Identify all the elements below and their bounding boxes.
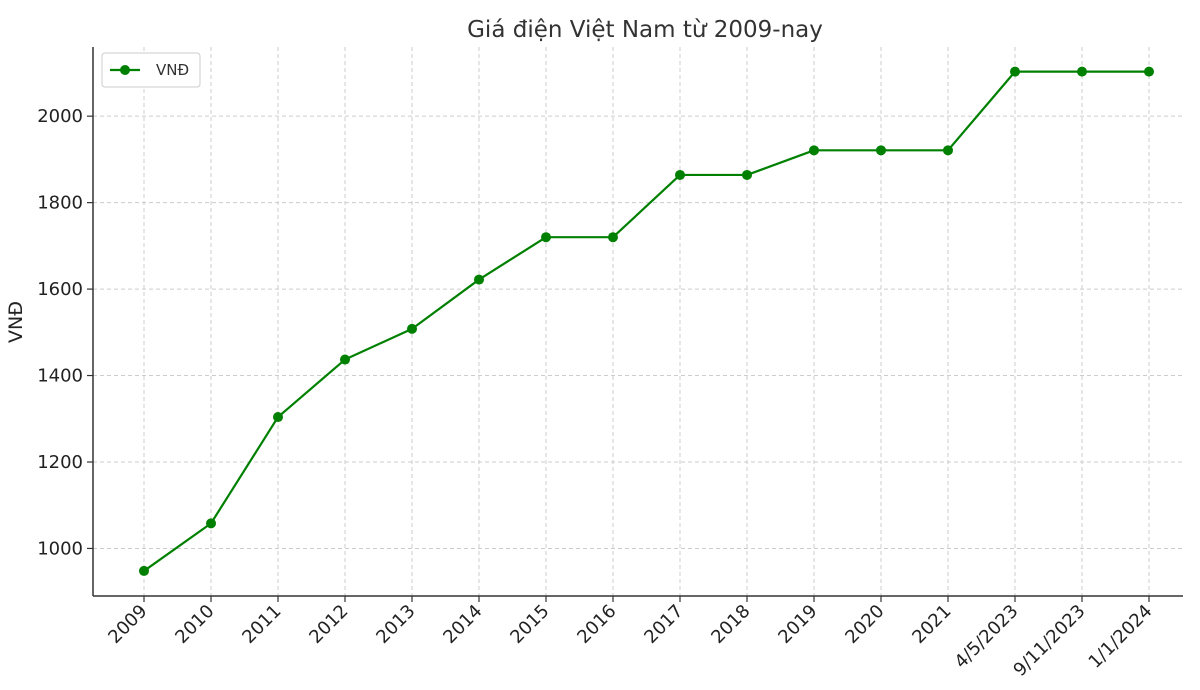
x-tick-label: 2012 [305,601,352,648]
data-point [809,145,819,156]
x-tick-label: 2021 [908,601,955,648]
x-tick-label: 2011 [238,601,285,648]
data-point [608,232,618,243]
axes [92,47,1183,597]
x-tick-label: 2020 [841,601,888,648]
data-point [943,145,953,156]
x-tick-label: 2013 [372,601,419,648]
chart-title: Giá điện Việt Nam từ 2009-nay [467,17,823,43]
y-tick-label: 1400 [37,366,83,387]
series-line [143,70,1149,572]
data-point [1077,66,1087,77]
data-point [742,169,752,180]
y-tick-label: 2000 [37,106,83,127]
x-tick-label: 2018 [707,601,754,648]
data-point [474,274,484,285]
y-tick-label: 1600 [37,279,83,300]
y-axis-ticks: 1000 1200 1400 1600 1800 2000 [37,106,93,559]
x-tick-label: 1/1/2024 [1085,601,1157,673]
grid-lines [93,47,1183,596]
data-point [139,565,149,576]
x-tick-label: 2017 [640,601,687,648]
x-tick-label: 9/11/2023 [1009,601,1089,681]
data-point [340,354,350,365]
x-tick-label: 2019 [774,601,821,648]
legend-dot-marker [120,65,130,75]
x-tick-label: 4/5/2023 [951,601,1023,673]
data-point [1010,66,1020,77]
legend-label: VNĐ [156,61,189,79]
y-tick-label: 1200 [37,452,83,473]
legend: VNĐ [101,52,201,88]
legend-box [101,52,201,88]
y-tick-label: 1000 [37,538,83,559]
data-point [541,232,551,243]
y-axis-label: VNĐ [5,301,27,343]
data-point [273,412,283,423]
x-tick-label: 2010 [171,601,218,648]
x-tick-label: 2016 [573,601,620,648]
x-tick-label: 2015 [506,601,553,648]
x-tick-label: 2014 [439,601,486,648]
series-group [139,66,1154,576]
data-point [1144,66,1154,77]
data-point [206,518,216,529]
x-tick-label: 2009 [104,601,151,648]
data-point [675,169,685,180]
data-point [876,145,886,156]
data-point [407,323,417,334]
y-tick-label: 1800 [37,193,83,214]
x-axis-ticks: 2009 2010 2011 2012 2013 2014 2015 2016 2017 2018… [104,596,1157,681]
